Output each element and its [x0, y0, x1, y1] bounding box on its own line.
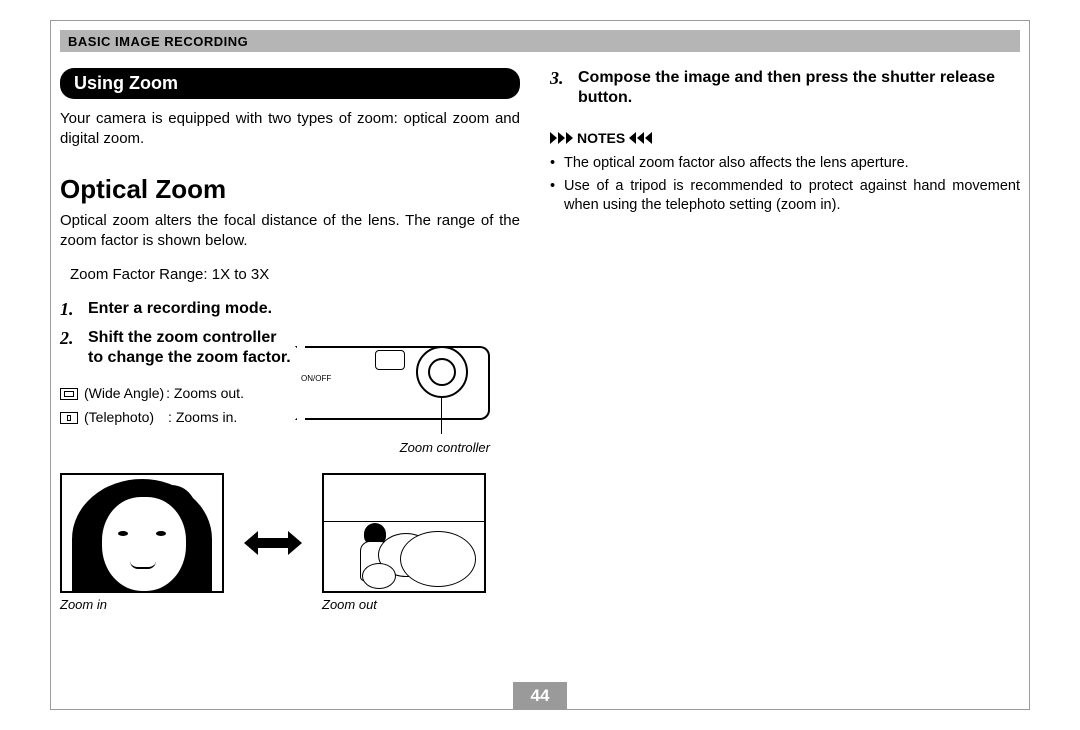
- left-column: Using Zoom Your camera is equipped with …: [60, 68, 520, 612]
- page-number: 44: [513, 682, 567, 710]
- notes-list: •The optical zoom factor also affects th…: [550, 154, 1020, 215]
- step-3-number: 3.: [550, 68, 578, 108]
- step-2-text: Shift the zoom controller to change the …: [88, 328, 295, 368]
- note-item-2: Use of a tripod is recommended to protec…: [564, 177, 1020, 215]
- notes-icon-right: [550, 132, 573, 144]
- step-1: 1. Enter a recording mode.: [60, 299, 520, 320]
- wide-angle-label: (Wide Angle): [84, 382, 164, 406]
- step-2-area: 2. Shift the zoom controller to change t…: [60, 328, 520, 455]
- step-3-text: Compose the image and then press the shu…: [578, 68, 1020, 108]
- step-1-number: 1.: [60, 299, 88, 320]
- step-1-text: Enter a recording mode.: [88, 299, 272, 320]
- step-2-number: 2.: [60, 328, 88, 368]
- right-column: 3. Compose the image and then press the …: [550, 68, 1020, 219]
- header-bar: BASIC IMAGE RECORDING: [60, 30, 1020, 52]
- section-pill: Using Zoom: [60, 68, 520, 99]
- note-item-1: The optical zoom factor also affects the…: [564, 154, 909, 173]
- onoff-label: ON/OFF: [301, 374, 331, 383]
- telephoto-label: (Telephoto): [84, 406, 154, 430]
- camera-diagram: ON/OFF: [295, 328, 490, 438]
- header-title: BASIC IMAGE RECORDING: [68, 34, 248, 49]
- zoom-controller-caption: Zoom controller: [295, 440, 520, 455]
- zoom-out-caption: Zoom out: [322, 597, 486, 612]
- notes-icon-left: [629, 132, 652, 144]
- double-arrow-icon: [246, 531, 300, 555]
- notes-header: NOTES: [550, 130, 1020, 146]
- telephoto-action: : Zooms in.: [168, 406, 237, 430]
- optical-zoom-body: Optical zoom alters the focal distance o…: [60, 211, 520, 250]
- zoom-examples: Zoom in Zoom out: [60, 473, 520, 612]
- notes-heading-text: NOTES: [577, 130, 625, 146]
- wide-angle-icon: [60, 388, 78, 400]
- zoom-range-text: Zoom Factor Range: 1X to 3X: [70, 266, 520, 283]
- zoom-in-example: [60, 473, 224, 593]
- zoom-in-caption: Zoom in: [60, 597, 224, 612]
- zoom-out-example: [322, 473, 486, 593]
- zoom-legend: (Wide Angle) : Zooms out. (Telephoto) : …: [60, 382, 295, 430]
- wide-angle-action: : Zooms out.: [166, 382, 244, 406]
- telephoto-icon: [60, 412, 78, 424]
- optical-zoom-heading: Optical Zoom: [60, 174, 520, 205]
- intro-text: Your camera is equipped with two types o…: [60, 109, 520, 148]
